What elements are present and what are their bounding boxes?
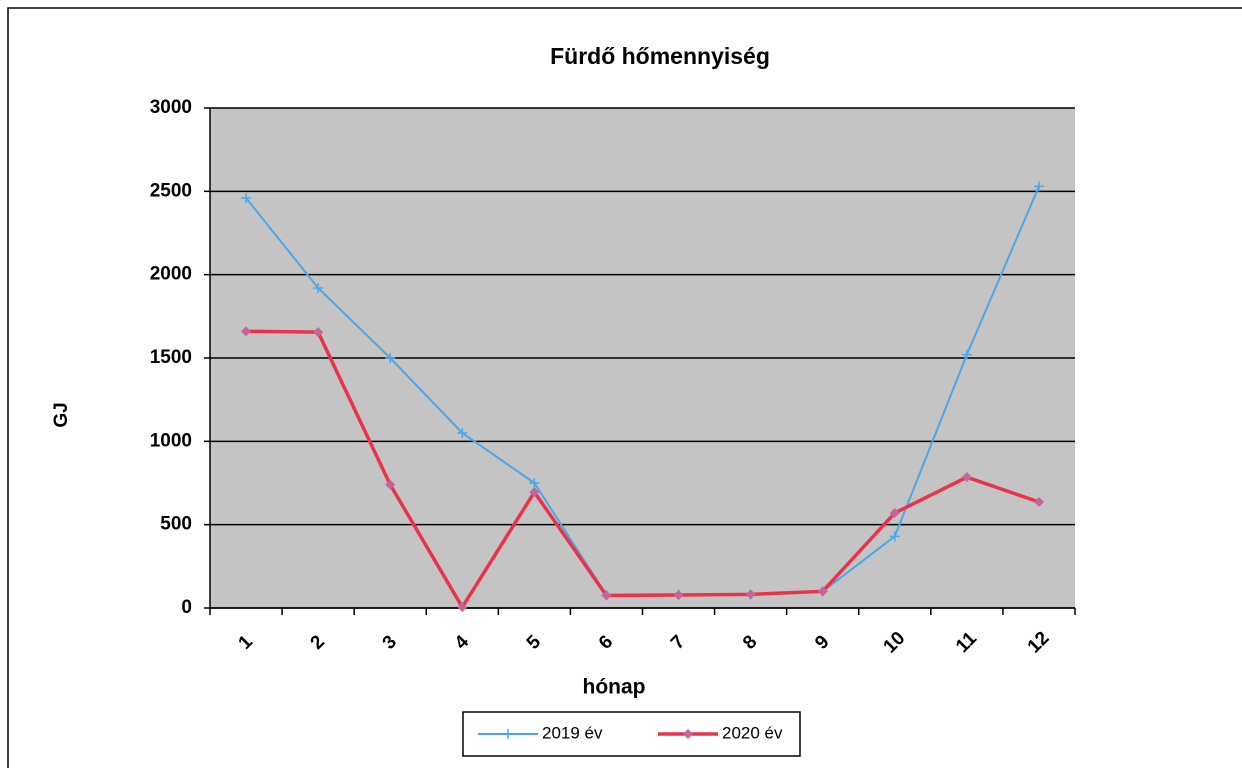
point-marker <box>457 428 468 438</box>
y-tick-label: 3000 <box>150 97 192 118</box>
point-marker <box>601 590 612 601</box>
x-axis-label: hónap <box>583 676 646 699</box>
legend-marker <box>503 729 513 739</box>
series-line <box>246 329 1040 611</box>
y-tick-label: 0 <box>181 597 192 618</box>
y-tick-label: 2000 <box>150 264 192 285</box>
point-marker <box>673 590 684 600</box>
point-marker <box>817 586 828 597</box>
point-marker <box>241 326 252 337</box>
point-marker <box>961 472 972 483</box>
point-marker <box>1033 497 1044 507</box>
point-marker <box>241 193 252 203</box>
y-axis-label: GJ <box>51 402 72 427</box>
point-marker <box>745 589 756 600</box>
point-marker <box>313 327 324 338</box>
point-marker <box>457 602 468 613</box>
point-marker <box>889 508 900 518</box>
point-marker <box>961 349 972 360</box>
y-tick-label: 1000 <box>150 430 192 451</box>
point-marker <box>313 283 324 293</box>
y-tick-label: 2500 <box>150 180 192 201</box>
point-marker <box>385 479 396 490</box>
y-tick-label: 1500 <box>150 347 192 368</box>
legend-label: 2020 év <box>722 723 783 742</box>
point-marker <box>529 478 540 488</box>
legend-marker <box>683 729 693 739</box>
point-marker <box>889 531 900 542</box>
y-tick-label: 500 <box>160 514 192 535</box>
legend-label: 2019 év <box>542 723 603 742</box>
point-marker <box>1033 181 1044 192</box>
chart-title: Fürdő hőmennyiség <box>550 43 770 69</box>
point-marker <box>385 353 396 363</box>
point-marker <box>529 487 540 498</box>
